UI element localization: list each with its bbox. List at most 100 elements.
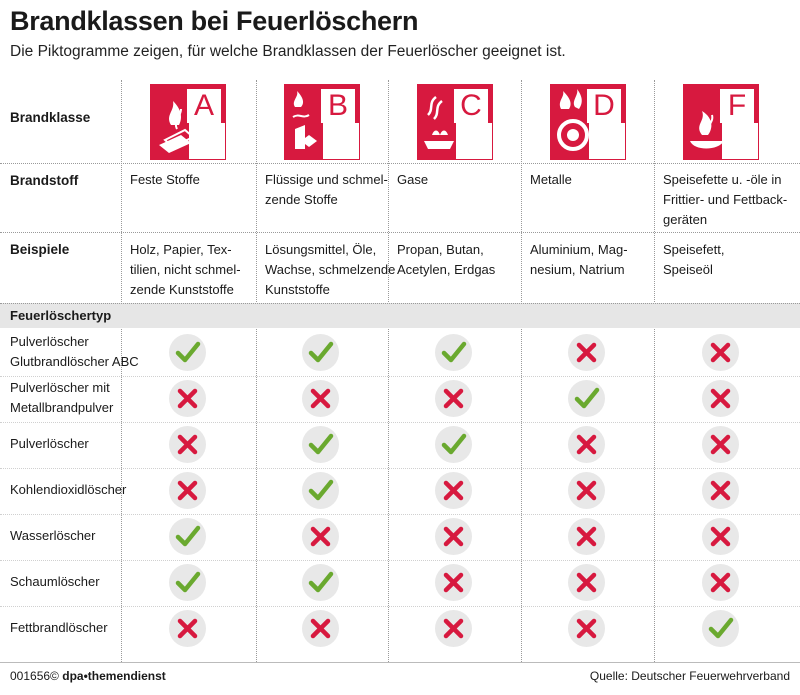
extinguisher-name-line: Pulverlöscher <box>10 436 89 451</box>
extinguisher-name: Schaumlöscher <box>10 572 100 592</box>
pictogram-letter: A <box>193 89 214 122</box>
cross-icon <box>702 426 739 463</box>
pictogram-class-b: B <box>284 84 360 160</box>
extinguisher-name-line: Pulverlöscher mit <box>10 380 110 395</box>
column-divider <box>388 80 389 662</box>
pictogram-letter-box: B <box>321 89 355 123</box>
beispiele-cell: Lösungsmittel, Öle, Wachse, schmelzende Ku… <box>265 240 395 300</box>
beispiele-cell: Aluminium, Mag-nesium, Natrium <box>530 240 628 280</box>
cross-icon <box>169 610 206 647</box>
cross-icon <box>568 564 605 601</box>
column-divider <box>521 80 522 662</box>
pictogram-class-f: F <box>683 84 759 160</box>
check-icon <box>302 564 339 601</box>
cross-icon <box>435 380 472 417</box>
beispiele-line: Speisefett, <box>663 242 725 257</box>
cross-icon <box>302 610 339 647</box>
fire-class-f-icon <box>690 111 724 149</box>
brandstoff-cell: Speisefette u. -öle in Frittier- und Fett… <box>663 170 787 230</box>
row-divider <box>0 422 800 423</box>
cross-icon <box>702 334 739 371</box>
extinguisher-name: Pulverlöscher <box>10 434 89 454</box>
pictogram-letter-box: D <box>587 89 621 123</box>
check-icon <box>169 564 206 601</box>
cross-icon <box>435 472 472 509</box>
extinguisher-name: Pulverlöscher Glutbrandlöscher ABC <box>10 332 139 372</box>
fire-class-a-icon <box>159 101 195 153</box>
brandstoff-line: Flüssige und schmel- <box>265 172 388 187</box>
check-icon <box>302 426 339 463</box>
footer-code: 001656© <box>10 669 59 683</box>
page-subtitle: Die Piktogramme zeigen, für welche Brand… <box>10 43 566 60</box>
row-divider <box>0 468 800 469</box>
brandstoff-cell: Metalle <box>530 170 572 190</box>
beispiele-cell: Holz, Papier, Tex-tilien, nicht schmel-z… <box>130 240 241 300</box>
pictogram-corner <box>589 123 625 159</box>
cross-icon <box>568 518 605 555</box>
footer-source: Quelle: Deutscher Feuerwehrverband <box>589 669 790 683</box>
section-feuerloeschertyp: Feuerlöschertyp <box>0 303 800 328</box>
section-feuerloeschertyp-label: Feuerlöschertyp <box>10 308 112 323</box>
beispiele-line: Propan, Butan, <box>397 242 484 257</box>
column-divider <box>654 80 655 662</box>
pictogram-letter-box: F <box>720 89 754 123</box>
cross-icon <box>568 610 605 647</box>
pictogram-class-d: D <box>550 84 626 160</box>
brandstoff-line: Gase <box>397 172 429 187</box>
beispiele-line: tilien, nicht schmel- <box>130 262 241 277</box>
brandstoff-line: Metalle <box>530 172 572 187</box>
extinguisher-name-line: Kohlendioxidlöscher <box>10 482 127 497</box>
pictogram-letter-box: C <box>454 89 488 123</box>
fire-class-c-icon <box>424 96 454 149</box>
check-icon <box>302 472 339 509</box>
row-divider <box>0 376 800 377</box>
beispiele-line: Wachse, schmelzende <box>265 262 396 277</box>
pictogram-corner <box>323 123 359 159</box>
beispiele-line: nesium, Natrium <box>530 262 625 277</box>
pictogram-letter: B <box>327 89 348 122</box>
pictogram-corner <box>722 123 758 159</box>
pictogram-class-c: C <box>417 84 493 160</box>
fire-class-d-icon <box>557 89 589 151</box>
brandstoff-line: Frittier- und Fettback- <box>663 192 788 207</box>
pictogram-corner <box>456 123 492 159</box>
page-title: Brandklassen bei Feuerlöschern <box>10 6 419 36</box>
footer-agency: dpa•themendienst <box>62 669 166 683</box>
extinguisher-name-line: Schaumlöscher <box>10 574 100 589</box>
row-divider <box>0 560 800 561</box>
check-icon <box>435 426 472 463</box>
check-icon <box>435 334 472 371</box>
row-label-brandstoff: Brandstoff <box>10 173 79 188</box>
row-divider <box>0 606 800 607</box>
cross-icon <box>702 380 739 417</box>
cross-icon <box>568 426 605 463</box>
extinguisher-name: Pulverlöscher mit Metallbrandpulver <box>10 378 113 418</box>
beispiele-line: Lösungsmittel, Öle, <box>265 242 377 257</box>
extinguisher-name: Fettbrandlöscher <box>10 618 108 638</box>
brandstoff-line: geräten <box>663 212 708 227</box>
beispiele-line: zende Kunststoffe <box>130 282 234 297</box>
cross-icon <box>169 472 206 509</box>
footer-credit: 001656© dpa•themendienst <box>10 669 166 683</box>
check-icon <box>302 334 339 371</box>
check-icon <box>169 334 206 371</box>
cross-icon <box>568 334 605 371</box>
pictogram-class-a: A <box>150 84 226 160</box>
column-divider <box>256 80 257 662</box>
beispiele-line: Speiseöl <box>663 262 713 277</box>
brandstoff-cell: Flüssige und schmel-zende Stoffe <box>265 170 388 210</box>
extinguisher-name-line: Fettbrandlöscher <box>10 620 108 635</box>
brandstoff-line: Feste Stoffe <box>130 172 200 187</box>
footer-divider <box>0 662 800 663</box>
brandstoff-cell: Feste Stoffe <box>130 170 200 190</box>
pictogram-letter: D <box>593 89 615 122</box>
beispiele-line: Holz, Papier, Tex- <box>130 242 232 257</box>
cross-icon <box>702 472 739 509</box>
cross-icon <box>169 380 206 417</box>
check-icon <box>702 610 739 647</box>
extinguisher-name: Kohlendioxidlöscher <box>10 480 126 500</box>
row-divider <box>0 232 800 233</box>
cross-icon <box>435 564 472 601</box>
beispiele-line: Aluminium, Mag- <box>530 242 628 257</box>
pictogram-corner <box>189 123 225 159</box>
